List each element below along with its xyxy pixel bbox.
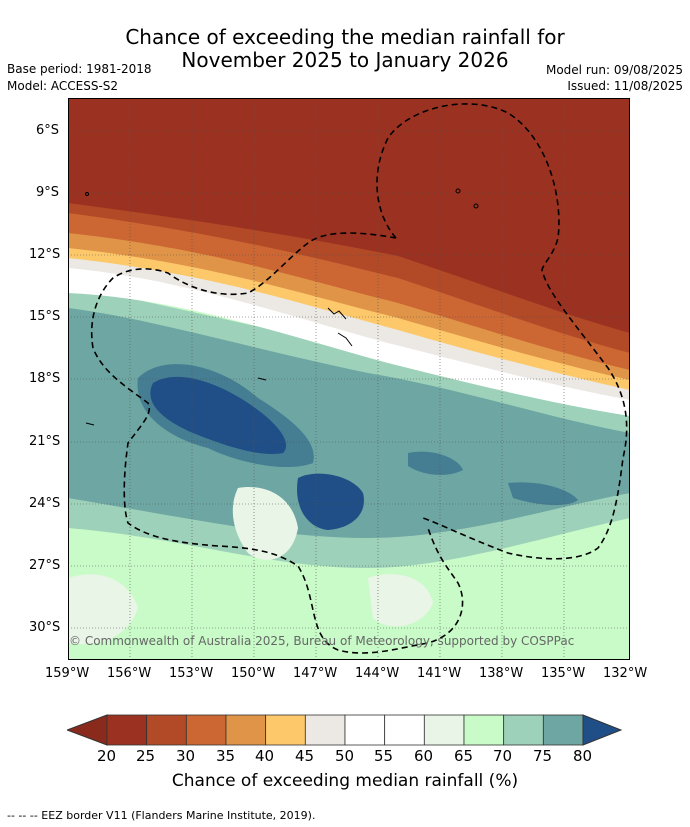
colorbar-tick-label: 70: [493, 747, 513, 765]
colorbar-segment: [304, 714, 346, 746]
lon-tick-label: 138°W: [479, 666, 524, 681]
colorbar-tick-label: 55: [374, 747, 394, 765]
lat-tick-label: 9°S: [36, 185, 60, 200]
colorbar-tick-label: 65: [454, 747, 474, 765]
lat-tick-label: 12°S: [29, 247, 61, 262]
colorbar: [67, 714, 623, 746]
lat-tick-label: 18°S: [29, 371, 61, 386]
lon-tick-label: 135°W: [541, 666, 586, 681]
colorbar-tick-label: 45: [295, 747, 315, 765]
issued-text: Issued: 11/08/2025: [567, 79, 683, 93]
lat-tick-label: 24°S: [29, 496, 61, 511]
colorbar-segment: [344, 714, 386, 746]
lon-tick-label: 153°W: [169, 666, 214, 681]
colorbar-segment: [542, 714, 584, 746]
colorbar-segment: [185, 714, 227, 746]
map-title-line2: November 2025 to January 2026: [181, 48, 509, 72]
colorbar-tick-label: 75: [533, 747, 553, 765]
rainfall-probability-map: [68, 98, 630, 660]
eez-border-lines: [90, 103, 628, 654]
colorbar-tick-label: 40: [255, 747, 275, 765]
lon-tick-label: 159°W: [45, 666, 90, 681]
lon-tick-label: 150°W: [231, 666, 276, 681]
lat-tick-label: 21°S: [29, 434, 61, 449]
lon-tick-label: 156°W: [107, 666, 152, 681]
eez-footnote: -- -- -- EEZ border V11 (Flanders Marine…: [7, 809, 316, 822]
colorbar-segment: [384, 714, 425, 746]
lon-tick-label: 144°W: [355, 666, 400, 681]
model-text: Model: ACCESS-S2: [7, 79, 119, 93]
colorbar-tick-label: 25: [136, 747, 156, 765]
colorbar-tick-label: 50: [335, 747, 355, 765]
colorbar-segment: [265, 714, 306, 746]
colorbar-over-arrow: [582, 714, 623, 746]
copyright-text: © Commonwealth of Australia 2025, Bureau…: [69, 634, 575, 648]
lat-tick-label: 15°S: [29, 309, 61, 324]
colorbar-labels: 20 25 30 35 40 45 50 55 60 65 70 75 80: [97, 747, 592, 767]
colorbar-tick-label: 30: [176, 747, 196, 765]
colorbar-tick-label: 35: [216, 747, 236, 765]
colorbar-segment: [106, 714, 148, 746]
model-run-text: Model run: 09/08/2025: [545, 63, 683, 77]
lat-tick-label: 6°S: [36, 123, 60, 138]
base-period-text: Base period: 1981-2018: [7, 62, 152, 76]
colorbar-segment: [225, 714, 267, 746]
colorbar-tick-label: 60: [414, 747, 434, 765]
colorbar-under-arrow: [67, 714, 108, 746]
colorbar-tick-label: 80: [573, 747, 593, 765]
colorbar-segment: [503, 714, 544, 746]
map-title-line1: Chance of exceeding the median rainfall …: [125, 25, 565, 49]
lat-tick-label: 27°S: [29, 558, 61, 573]
lon-tick-label: 147°W: [293, 666, 338, 681]
lat-tick-label: 30°S: [29, 620, 61, 635]
lon-tick-label: 132°W: [603, 666, 648, 681]
colorbar-tick-label: 20: [97, 747, 117, 765]
colorbar-title: Chance of exceeding median rainfall (%): [171, 771, 519, 791]
colorbar-segment: [423, 714, 465, 746]
colorbar-segment: [146, 714, 187, 746]
lon-tick-label: 141°W: [417, 666, 462, 681]
colorbar-segment: [463, 714, 505, 746]
